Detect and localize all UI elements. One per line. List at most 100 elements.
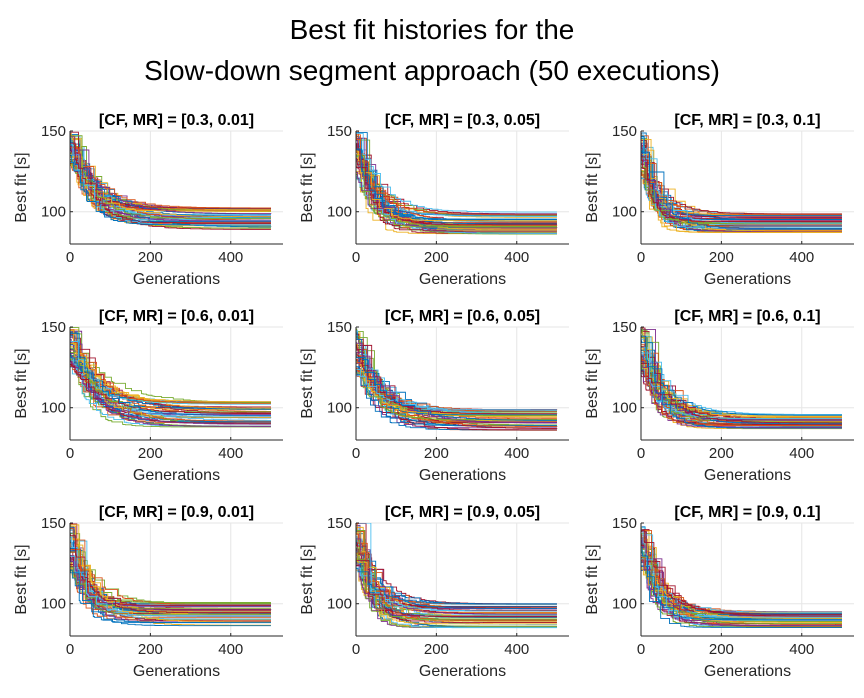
series-line bbox=[356, 558, 557, 628]
subplot-title: [CF, MR] = [0.3, 0.05] bbox=[385, 112, 540, 129]
series-line bbox=[641, 548, 842, 619]
x-axis-label: Generations bbox=[704, 271, 791, 288]
x-tick-label: 400 bbox=[504, 249, 529, 266]
series-line bbox=[70, 154, 271, 218]
y-tick-label: 100 bbox=[41, 596, 66, 613]
series-group bbox=[70, 131, 272, 230]
x-tick-label: 200 bbox=[709, 249, 734, 266]
series-line bbox=[356, 372, 557, 424]
y-tick-label: 100 bbox=[327, 400, 352, 417]
subplot-title: [CF, MR] = [0.9, 0.05] bbox=[385, 504, 540, 521]
x-tick-label: 200 bbox=[138, 249, 163, 266]
x-axis-label: Generations bbox=[704, 663, 791, 680]
y-tick-label: 150 bbox=[41, 123, 66, 140]
series-line bbox=[356, 154, 557, 222]
x-axis-label: Generations bbox=[704, 467, 791, 484]
series-line bbox=[70, 155, 271, 226]
subplot-3: 0 200 400 100 150 [CF, MR] = [0.3, 0.1] Genera… bbox=[584, 112, 854, 288]
subplot-9: 0 200 400 100 150 [CF, MR] = [0.9, 0.1] Genera… bbox=[584, 504, 854, 680]
series-line bbox=[356, 143, 557, 215]
x-tick-label: 400 bbox=[789, 249, 814, 266]
series-line bbox=[641, 363, 842, 424]
series-line bbox=[70, 135, 271, 220]
subplot-7: 0 200 400 100 150 [CF, MR] = [0.9, 0.01] Gener… bbox=[13, 504, 283, 680]
series-line bbox=[641, 551, 842, 613]
x-tick-label: 0 bbox=[637, 445, 645, 462]
series-line bbox=[641, 152, 842, 215]
series-line bbox=[70, 360, 271, 405]
y-axis-label: Best fit [s] bbox=[299, 348, 316, 418]
series-line bbox=[641, 133, 842, 229]
series-line bbox=[641, 134, 842, 224]
y-tick-label: 100 bbox=[41, 400, 66, 417]
x-tick-label: 400 bbox=[789, 445, 814, 462]
series-line bbox=[641, 159, 842, 222]
x-tick-label: 200 bbox=[138, 445, 163, 462]
x-tick-label: 0 bbox=[352, 445, 360, 462]
series-line bbox=[641, 136, 842, 229]
series-line bbox=[70, 131, 271, 224]
series-line bbox=[641, 155, 842, 221]
subplot-title: [CF, MR] = [0.6, 0.05] bbox=[385, 308, 540, 325]
x-tick-label: 0 bbox=[66, 641, 74, 658]
series-line bbox=[356, 177, 557, 227]
series-group bbox=[356, 328, 558, 431]
y-tick-label: 100 bbox=[612, 596, 637, 613]
subplot-title: [CF, MR] = [0.9, 0.01] bbox=[99, 504, 254, 521]
x-tick-label: 0 bbox=[352, 641, 360, 658]
y-tick-label: 150 bbox=[327, 123, 352, 140]
x-tick-label: 0 bbox=[637, 249, 645, 266]
series-line bbox=[356, 523, 557, 622]
series-line bbox=[641, 531, 842, 625]
x-tick-label: 200 bbox=[709, 445, 734, 462]
y-axis-label: Best fit [s] bbox=[584, 152, 601, 222]
y-axis-label: Best fit [s] bbox=[13, 152, 30, 222]
series-line bbox=[70, 336, 271, 427]
series-line bbox=[356, 538, 557, 615]
series-line bbox=[356, 170, 557, 235]
subplot-5: 0 200 400 100 150 [CF, MR] = [0.6, 0.05] Gener… bbox=[299, 308, 569, 484]
figure-title-line-1: Best fit histories for the bbox=[289, 14, 575, 45]
x-axis-label: Generations bbox=[133, 663, 220, 680]
series-line bbox=[356, 564, 557, 623]
y-tick-label: 150 bbox=[612, 515, 637, 532]
series-line bbox=[641, 160, 842, 216]
series-line bbox=[641, 339, 842, 415]
subplot-title: [CF, MR] = [0.3, 0.1] bbox=[674, 112, 820, 129]
series-line bbox=[356, 356, 557, 421]
subplot-title: [CF, MR] = [0.6, 0.01] bbox=[99, 308, 254, 325]
series-line bbox=[356, 132, 557, 213]
series-line bbox=[641, 544, 842, 622]
series-line bbox=[641, 349, 842, 425]
series-group bbox=[356, 523, 557, 629]
series-line bbox=[641, 339, 842, 416]
series-group bbox=[641, 526, 842, 628]
y-axis-label: Best fit [s] bbox=[13, 544, 30, 614]
series-line bbox=[70, 365, 271, 404]
x-tick-label: 0 bbox=[66, 249, 74, 266]
series-line bbox=[70, 145, 271, 222]
series-line bbox=[641, 352, 842, 420]
series-line bbox=[641, 559, 842, 627]
x-tick-label: 0 bbox=[637, 641, 645, 658]
series-group bbox=[70, 327, 272, 428]
series-line bbox=[70, 570, 271, 624]
x-tick-label: 200 bbox=[424, 641, 449, 658]
series-line bbox=[70, 162, 271, 227]
series-line bbox=[356, 146, 557, 225]
x-axis-label: Generations bbox=[419, 663, 506, 680]
series-line bbox=[70, 566, 271, 609]
y-axis-label: Best fit [s] bbox=[584, 544, 601, 614]
series-line bbox=[70, 558, 271, 607]
subplot-1: 0 200 400 100 150 [CF, MR] = [0.3, 0.01] Gener… bbox=[13, 112, 283, 288]
series-line bbox=[641, 138, 842, 232]
subplot-4: 0 200 400 100 150 [CF, MR] = [0.6, 0.01] Gener… bbox=[13, 308, 283, 484]
series-line bbox=[641, 363, 842, 415]
series-group bbox=[356, 131, 558, 235]
x-axis-label: Generations bbox=[419, 467, 506, 484]
series-line bbox=[356, 547, 557, 621]
x-tick-label: 400 bbox=[504, 641, 529, 658]
x-tick-label: 400 bbox=[218, 249, 243, 266]
y-tick-label: 150 bbox=[327, 515, 352, 532]
